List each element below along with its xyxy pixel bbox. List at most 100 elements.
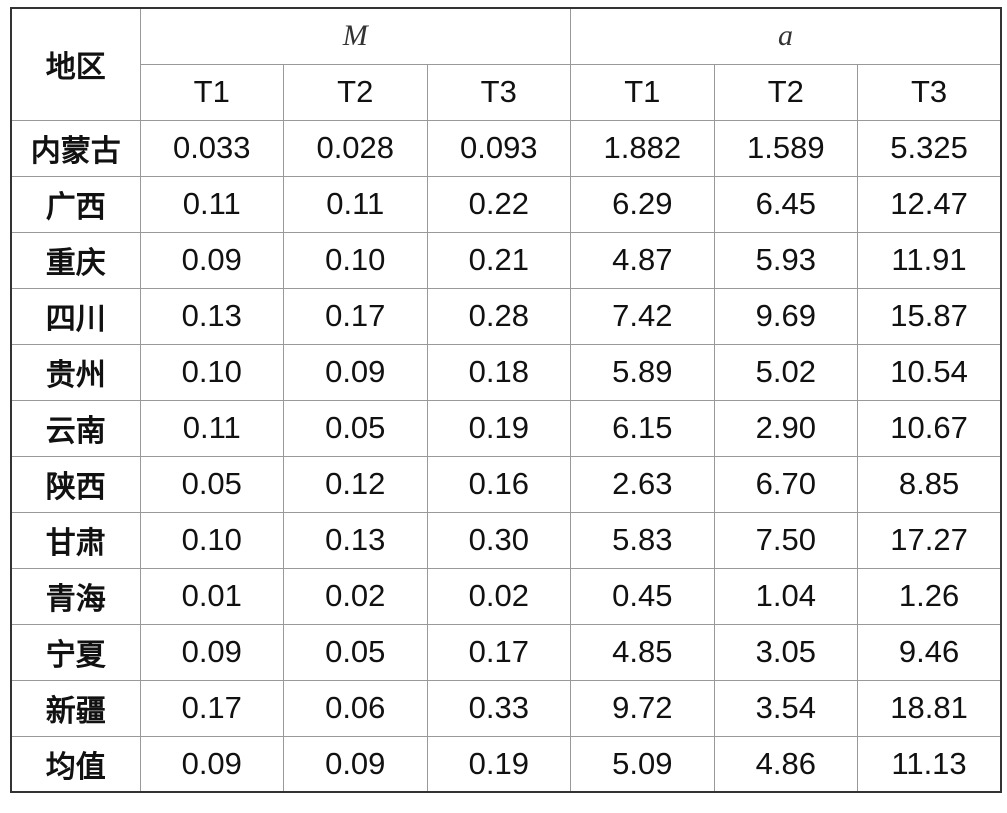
region-cell: 甘肃 <box>10 511 141 569</box>
value-cell: 5.93 <box>713 231 859 289</box>
value-cell: 1.589 <box>713 119 859 177</box>
value-cell: 0.11 <box>139 399 284 457</box>
value-cell: 0.05 <box>283 623 428 681</box>
value-cell: 1.26 <box>857 567 1002 625</box>
value-cell: 0.02 <box>426 567 572 625</box>
value-cell: 0.45 <box>570 567 715 625</box>
region-cell: 贵州 <box>10 343 141 401</box>
value-cell: 12.47 <box>857 175 1002 233</box>
column-header: T2 <box>713 63 859 121</box>
region-cell: 内蒙古 <box>10 119 141 177</box>
value-cell: 0.19 <box>426 399 572 457</box>
value-cell: 0.13 <box>283 511 428 569</box>
value-cell: 4.87 <box>570 231 715 289</box>
column-header: T1 <box>139 63 284 121</box>
value-cell: 0.10 <box>139 511 284 569</box>
value-cell: 0.18 <box>426 343 572 401</box>
value-cell: 0.02 <box>283 567 428 625</box>
value-cell: 1.882 <box>570 119 715 177</box>
table-row: T1 T2 T3 T1 T2 T3 <box>11 63 1002 121</box>
value-cell: 0.06 <box>283 679 428 737</box>
value-cell: 6.45 <box>713 175 859 233</box>
value-cell: 9.72 <box>570 679 715 737</box>
value-cell: 3.54 <box>713 679 859 737</box>
value-cell: 0.19 <box>426 735 572 793</box>
value-cell: 4.86 <box>713 735 859 793</box>
table-row: 广西 0.11 0.11 0.22 6.29 6.45 12.47 <box>10 175 1002 233</box>
value-cell: 0.033 <box>139 119 284 177</box>
group-header: a <box>570 7 1002 65</box>
value-cell: 0.17 <box>283 287 428 345</box>
value-cell: 0.13 <box>139 287 284 345</box>
value-cell: 0.10 <box>139 343 284 401</box>
value-cell: 0.12 <box>283 455 428 513</box>
table-row: 重庆 0.09 0.10 0.21 4.87 5.93 11.91 <box>10 231 1002 289</box>
value-cell: 0.11 <box>139 175 284 233</box>
value-cell: 0.093 <box>426 119 572 177</box>
table-row: 青海 0.01 0.02 0.02 0.45 1.04 1.26 <box>10 567 1002 625</box>
value-cell: 18.81 <box>857 679 1002 737</box>
table-row: 云南 0.11 0.05 0.19 6.15 2.90 10.67 <box>10 399 1002 457</box>
value-cell: 3.05 <box>713 623 859 681</box>
table-row: 宁夏 0.09 0.05 0.17 4.85 3.05 9.46 <box>10 623 1002 681</box>
table-row: 均值 0.09 0.09 0.19 5.09 4.86 11.13 <box>10 735 1002 793</box>
value-cell: 2.63 <box>570 455 715 513</box>
region-header: 地区 <box>10 7 141 121</box>
table-row: 甘肃 0.10 0.13 0.30 5.83 7.50 17.27 <box>10 511 1002 569</box>
value-cell: 15.87 <box>857 287 1002 345</box>
value-cell: 0.09 <box>139 231 284 289</box>
value-cell: 0.16 <box>426 455 572 513</box>
value-cell: 11.13 <box>857 735 1002 793</box>
value-cell: 5.09 <box>570 735 715 793</box>
region-cell: 云南 <box>10 399 141 457</box>
column-header: T1 <box>570 63 715 121</box>
value-cell: 0.09 <box>139 623 284 681</box>
value-cell: 8.85 <box>857 455 1002 513</box>
value-cell: 10.54 <box>857 343 1002 401</box>
value-cell: 0.28 <box>426 287 572 345</box>
value-cell: 0.22 <box>426 175 572 233</box>
value-cell: 5.02 <box>713 343 859 401</box>
value-cell: 6.15 <box>570 399 715 457</box>
value-cell: 6.29 <box>570 175 715 233</box>
value-cell: 0.05 <box>139 455 284 513</box>
value-cell: 0.09 <box>139 735 284 793</box>
group-header: M <box>139 7 572 65</box>
value-cell: 0.21 <box>426 231 572 289</box>
region-cell: 广西 <box>10 175 141 233</box>
value-cell: 7.50 <box>713 511 859 569</box>
value-cell: 2.90 <box>713 399 859 457</box>
value-cell: 7.42 <box>570 287 715 345</box>
region-cell: 新疆 <box>10 679 141 737</box>
value-cell: 5.83 <box>570 511 715 569</box>
table-row: 新疆 0.17 0.06 0.33 9.72 3.54 18.81 <box>10 679 1002 737</box>
value-cell: 6.70 <box>713 455 859 513</box>
table-row: 内蒙古 0.033 0.028 0.093 1.882 1.589 5.325 <box>10 119 1002 177</box>
region-cell: 均值 <box>10 735 141 793</box>
value-cell: 4.85 <box>570 623 715 681</box>
value-cell: 9.69 <box>713 287 859 345</box>
value-cell: 0.33 <box>426 679 572 737</box>
value-cell: 1.04 <box>713 567 859 625</box>
column-header: T3 <box>857 63 1002 121</box>
value-cell: 0.17 <box>139 679 284 737</box>
value-cell: 0.17 <box>426 623 572 681</box>
value-cell: 11.91 <box>857 231 1002 289</box>
value-cell: 0.09 <box>283 343 428 401</box>
value-cell: 5.89 <box>570 343 715 401</box>
region-cell: 陕西 <box>10 455 141 513</box>
value-cell: 0.09 <box>283 735 428 793</box>
region-cell: 青海 <box>10 567 141 625</box>
table-row: 贵州 0.10 0.09 0.18 5.89 5.02 10.54 <box>10 343 1002 401</box>
value-cell: 10.67 <box>857 399 1002 457</box>
value-cell: 9.46 <box>857 623 1002 681</box>
table-row: 陕西 0.05 0.12 0.16 2.63 6.70 8.85 <box>10 455 1002 513</box>
value-cell: 0.30 <box>426 511 572 569</box>
column-header: T2 <box>283 63 428 121</box>
value-cell: 0.11 <box>283 175 428 233</box>
value-cell: 0.028 <box>283 119 428 177</box>
value-cell: 0.01 <box>139 567 284 625</box>
